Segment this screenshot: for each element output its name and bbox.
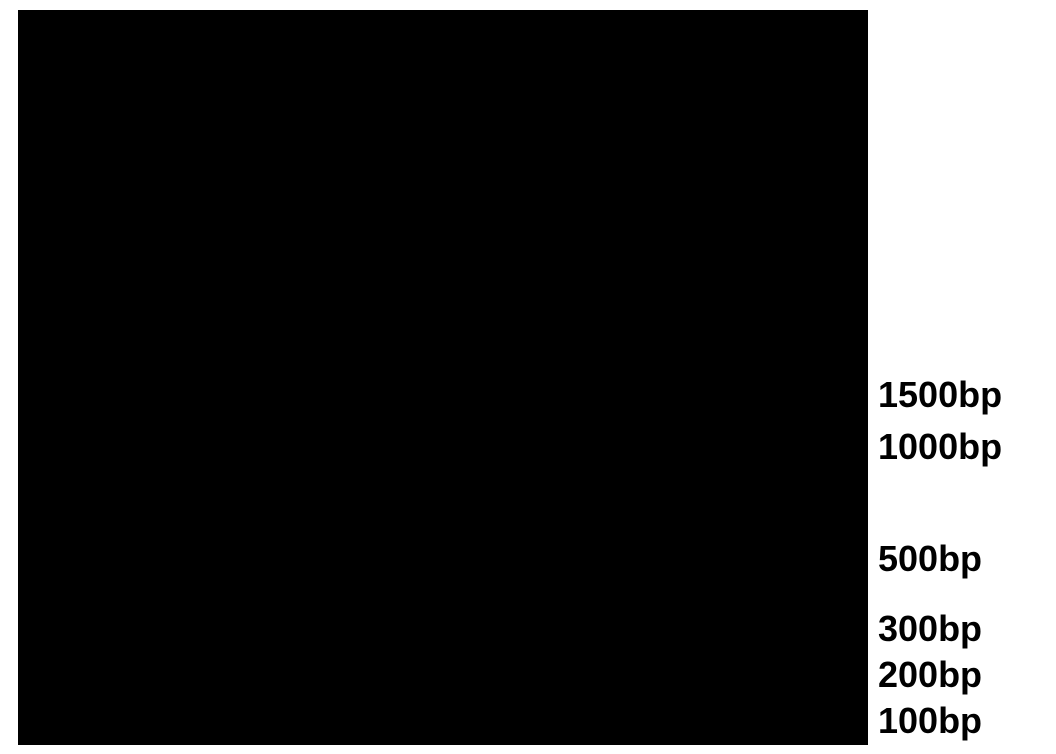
ladder-label-300bp: 300bp — [878, 608, 982, 650]
ladder-label-1500bp: 1500bp — [878, 374, 1002, 416]
gel-electrophoresis-image — [18, 10, 868, 745]
ladder-label-500bp: 500bp — [878, 538, 982, 580]
ladder-label-100bp: 100bp — [878, 700, 982, 742]
ladder-label-200bp: 200bp — [878, 654, 982, 696]
ladder-label-1000bp: 1000bp — [878, 426, 1002, 468]
